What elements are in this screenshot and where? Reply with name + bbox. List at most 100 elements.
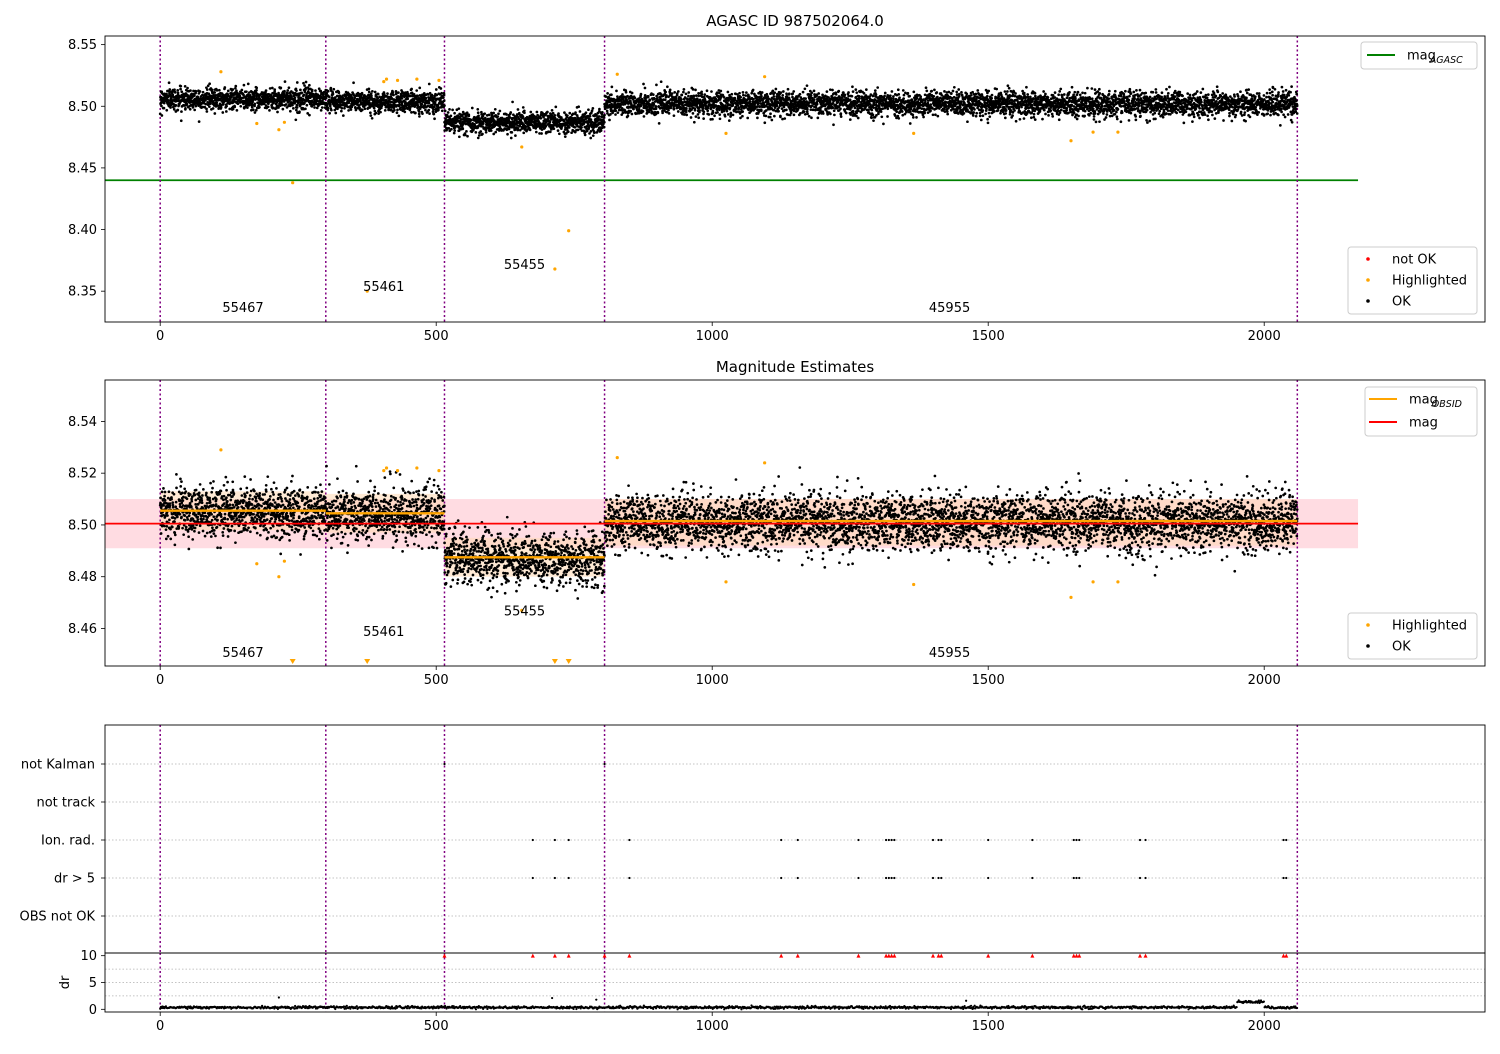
ok-point [912, 116, 915, 119]
ok-point [434, 101, 437, 104]
ok-point [424, 109, 427, 112]
ok-point [629, 110, 632, 113]
ok-point [276, 111, 279, 114]
ok-point [813, 90, 816, 93]
ok-point [329, 87, 332, 90]
ok-point [606, 110, 609, 113]
ok-point [839, 112, 842, 115]
ok-point [265, 89, 268, 92]
ok-point [332, 88, 335, 91]
ok-point [511, 101, 514, 104]
ok-point [763, 121, 766, 124]
ok-point [510, 131, 513, 134]
ok-point [218, 89, 221, 92]
ok-point [321, 106, 324, 109]
ok-point [551, 109, 554, 112]
ok-point [732, 102, 735, 105]
ok-point [930, 90, 933, 93]
ok-point [658, 122, 661, 125]
ok-point [963, 112, 966, 115]
ok-point [960, 100, 963, 103]
ok-point [289, 110, 292, 113]
ok-point [782, 90, 785, 93]
ok-point [817, 92, 820, 95]
ok-point [377, 93, 380, 96]
ok-point [245, 90, 248, 93]
ok-point [451, 109, 454, 112]
ok-point [329, 103, 332, 106]
ok-point [415, 89, 418, 92]
ok-point [781, 94, 784, 97]
ok-point [712, 111, 715, 114]
ok-point [854, 107, 857, 110]
ok-point [897, 93, 900, 96]
ok-point [294, 118, 297, 121]
ok-point [610, 93, 613, 96]
ok-point [757, 102, 760, 105]
ok-point [592, 134, 595, 137]
ok-point [320, 109, 323, 112]
ok-point [180, 110, 183, 113]
ok-point [833, 114, 836, 117]
ok-point [858, 95, 861, 98]
ok-point [685, 114, 688, 117]
ok-point [756, 117, 759, 120]
ok-point [677, 90, 680, 93]
ok-point [494, 131, 497, 134]
ok-point [592, 107, 595, 110]
ok-point [465, 130, 468, 133]
ok-point [657, 112, 660, 115]
ok-point [464, 134, 467, 137]
ok-point [176, 89, 179, 92]
ok-point [923, 112, 926, 115]
ok-point [959, 106, 962, 109]
ok-point [499, 110, 502, 113]
ok-point [208, 82, 211, 85]
ok-point [485, 131, 488, 134]
ok-point [603, 114, 606, 117]
ok-point [386, 92, 389, 95]
ok-point [816, 103, 819, 106]
ok-point [640, 93, 643, 96]
ok-point [529, 128, 532, 131]
ok-point [902, 89, 905, 92]
ok-point [831, 107, 834, 110]
ok-point [886, 115, 889, 118]
ok-point [458, 135, 461, 138]
ok-point [603, 126, 606, 129]
ok-point [851, 85, 854, 88]
ok-point [765, 115, 768, 118]
ok-point [295, 89, 298, 92]
ok-point [880, 115, 883, 118]
ok-point [428, 102, 431, 105]
ok-point [890, 97, 893, 100]
ok-point [375, 112, 378, 115]
ok-point [816, 117, 819, 120]
ok-point [459, 118, 462, 121]
ok-point [506, 133, 509, 136]
ok-point [810, 91, 813, 94]
ok-point [406, 98, 409, 101]
ok-point [206, 88, 209, 91]
ok-point [768, 97, 771, 100]
ok-point [566, 114, 569, 117]
ok-point [614, 113, 617, 116]
ok-point [909, 122, 912, 125]
ok-point [342, 114, 345, 117]
ok-point [305, 104, 308, 107]
ok-point [442, 96, 445, 99]
ok-point [621, 93, 624, 96]
ok-point [683, 88, 686, 91]
ok-point [535, 131, 538, 134]
ok-point [625, 91, 628, 94]
ok-point [373, 107, 376, 110]
ok-point [891, 90, 894, 93]
ok-point [212, 107, 215, 110]
ok-point [443, 99, 446, 102]
ok-point [643, 115, 646, 118]
ok-point [695, 115, 698, 118]
ok-point [447, 111, 450, 114]
ok-point [876, 86, 879, 89]
ok-point [508, 116, 511, 119]
ok-point [601, 111, 604, 114]
